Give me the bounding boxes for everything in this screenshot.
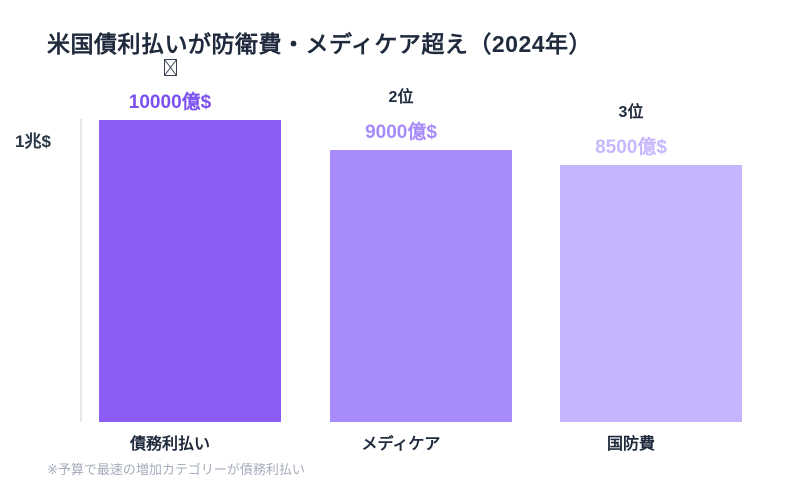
bar-value-label: 9000億$ xyxy=(365,122,437,143)
bar-rank-label: 2位 xyxy=(388,89,414,106)
bar-rank-label: 3位 xyxy=(618,104,644,121)
bar-category-label: 債務利払い xyxy=(129,436,210,453)
chart-title: 米国債利払いが防衛費・メディケア超え（2024年） xyxy=(47,31,593,57)
bar-category-label: 国防費 xyxy=(606,436,655,453)
bar-債務利払い xyxy=(99,120,281,422)
bar-value-label: 8500億$ xyxy=(595,137,667,158)
bar-rank-label xyxy=(79,58,261,78)
y-axis-line xyxy=(80,119,82,422)
bar-メディケア xyxy=(330,150,512,422)
y-axis-reference-label: 1兆$ xyxy=(15,132,51,151)
bar-value-label: 10000億$ xyxy=(128,92,212,113)
bar-category-label: メディケア xyxy=(361,436,441,453)
bar-国防費 xyxy=(560,165,742,422)
missing-glyph-box-icon xyxy=(79,58,261,78)
footnote: ※予算で最速の増加カテゴリーが債務利払い xyxy=(47,462,305,477)
